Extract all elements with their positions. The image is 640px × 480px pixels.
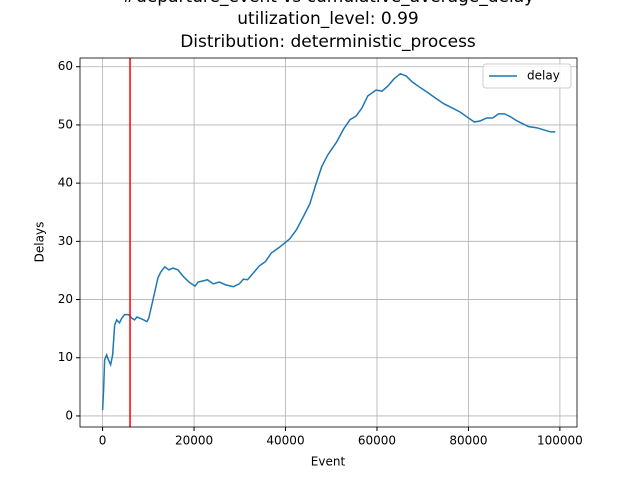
y-tick-label: 10 xyxy=(58,350,73,364)
legend-label: delay xyxy=(527,69,560,83)
x-tick-label: 0 xyxy=(99,434,107,448)
y-tick-label: 60 xyxy=(58,59,73,73)
y-axis-label: Delays xyxy=(33,222,47,263)
y-tick-label: 0 xyxy=(65,408,73,422)
y-tick-label: 20 xyxy=(58,292,73,306)
x-tick-label: 60000 xyxy=(358,434,396,448)
x-tick-label: 80000 xyxy=(449,434,487,448)
y-tick-label: 30 xyxy=(58,234,73,248)
chart-title: #departure_event vs cumulative_average_d… xyxy=(122,0,534,7)
chart-title: utilization_level: 0.99 xyxy=(237,9,418,29)
data-line xyxy=(101,72,556,411)
y-tick-label: 50 xyxy=(58,117,73,131)
legend-box xyxy=(482,63,572,89)
x-tick-label: 20000 xyxy=(175,434,213,448)
x-tick-label: 100000 xyxy=(537,434,583,448)
x-tick-label: 40000 xyxy=(266,434,304,448)
plot-frame xyxy=(79,57,578,428)
y-tick-label: 40 xyxy=(58,176,73,190)
chart-title: Distribution: deterministic_process xyxy=(180,32,476,52)
x-axis-label: Event xyxy=(311,455,346,469)
